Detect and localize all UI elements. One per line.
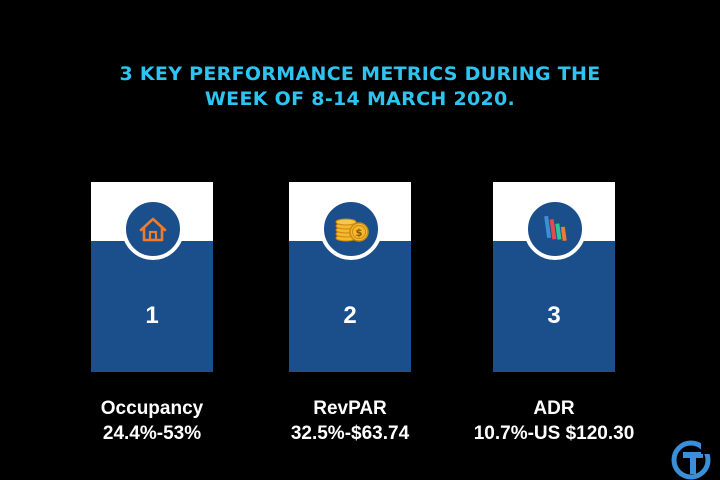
- metric-label-adr: ADR 10.7%-US $120.30: [434, 396, 674, 446]
- svg-text:$: $: [356, 228, 363, 239]
- metric-name: ADR: [533, 398, 575, 419]
- card-panel: [289, 241, 411, 372]
- coins-icon: $: [320, 198, 382, 260]
- metric-name: RevPAR: [313, 398, 387, 419]
- bar-chart-icon: [524, 198, 586, 260]
- metric-name: Occupancy: [100, 398, 204, 419]
- card-panel: [91, 241, 213, 372]
- card-panel: [493, 241, 615, 372]
- logo-icon: [671, 440, 711, 480]
- metric-value: 32.5%-$63.74: [290, 423, 410, 444]
- metric-label-revpar: RevPAR 32.5%-$63.74: [230, 396, 470, 446]
- metric-label-occupancy: Occupancy 24.4%-53%: [32, 396, 272, 446]
- metric-card-adr: 3: [493, 182, 615, 372]
- metric-value: 10.7%-US $120.30: [473, 423, 635, 444]
- page-title: 3 KEY PERFORMANCE METRICS DURING THE WEE…: [0, 62, 720, 112]
- title-line-1: 3 KEY PERFORMANCE METRICS DURING THE: [119, 63, 601, 85]
- metric-number: 3: [547, 302, 561, 329]
- metric-value: 24.4%-53%: [102, 423, 202, 444]
- title-line-2: WEEK OF 8-14 MARCH 2020.: [204, 88, 516, 110]
- metric-number: 2: [343, 302, 357, 329]
- metric-card-occupancy: 1: [91, 182, 213, 372]
- metric-number: 1: [145, 302, 159, 329]
- metric-card-revpar: $ 2: [289, 182, 411, 372]
- house-icon: [122, 198, 184, 260]
